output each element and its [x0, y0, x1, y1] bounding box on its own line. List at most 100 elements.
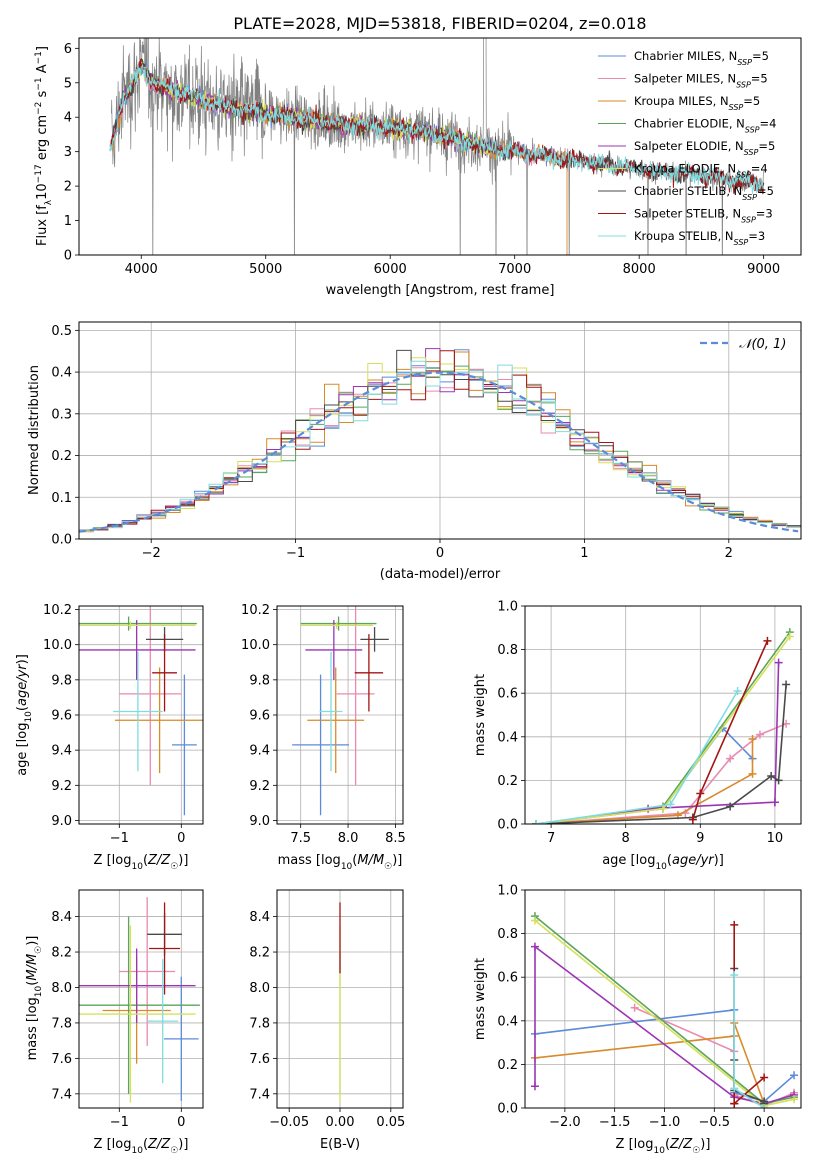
legend-text: Kroupa ELODIE, N [634, 162, 736, 176]
legend-subscript: SSP [741, 215, 756, 224]
errorbar-point [307, 667, 365, 774]
y-tick-label: 9.8 [51, 673, 72, 688]
label-part: 10 [131, 862, 143, 872]
x-tick-label: 7 [547, 831, 555, 846]
legend-text: =5 [751, 72, 768, 86]
mass-weight-series [733, 924, 765, 1106]
label-part: M/M [357, 853, 384, 868]
x-axis-label: Z [log10(Z/Z☉)] [616, 1137, 711, 1156]
point-marker [774, 658, 783, 667]
model-spectrum-kroupa-stelib [109, 64, 765, 194]
y-axis-label: mass weight [473, 958, 488, 1040]
plot-area-residuals [79, 348, 801, 539]
y-tick-label: 0.2 [51, 449, 72, 464]
y-tick-label: 10.2 [43, 603, 72, 618]
mass-weight-series [534, 1022, 765, 1104]
errorbar-point [79, 621, 196, 629]
axes-frame [78, 37, 802, 256]
plot-area-spectrum [109, 38, 765, 255]
point-marker [767, 772, 776, 781]
y-axis-label: age [log10(age/yr)] [15, 654, 34, 776]
x-tick-label: −1.0 [649, 1115, 681, 1130]
axes-mass_weight_vs_Z: −2.0 −1.5 −1.0 −0.5 0.0 0.0 0.2 0.4 0.6 0.8 1.0 Z [… [473, 884, 802, 1156]
point-marker [733, 687, 742, 696]
label-part: )] [714, 853, 724, 868]
y-tick-label: 9.4 [51, 744, 72, 759]
y-tick-label: 9.6 [249, 709, 270, 724]
legend-label: Kroupa ELODIE, NSSP=4 [634, 162, 768, 180]
point-marker [748, 734, 757, 743]
y-tick-label: 3 [64, 145, 72, 160]
x-tick-label: −2.0 [549, 1115, 581, 1130]
x-tick-label: −1.5 [599, 1115, 631, 1130]
x-tick-label: −1 [110, 1115, 129, 1130]
y-tick-label: 5 [64, 76, 72, 91]
mass-weight-series [536, 636, 791, 824]
errorbar-point [79, 916, 200, 1094]
label-part: age/yr [672, 853, 715, 868]
errorbar-point [113, 651, 163, 772]
y-tick-label: 7.6 [51, 1052, 72, 1067]
legend-label: Chabrier MILES, NSSP=5 [634, 49, 769, 67]
y-tick-label: 8.2 [249, 946, 270, 961]
y-tick-label: 0.8 [497, 927, 518, 942]
y-tick-label: 0.8 [497, 643, 518, 658]
point-marker [748, 769, 757, 778]
x-tick-label: 0 [436, 546, 444, 561]
point-marker [790, 1095, 799, 1104]
legend-text: =5 [757, 184, 774, 198]
errorbar-point [149, 902, 181, 995]
point-marker [688, 815, 697, 824]
point-marker [785, 632, 794, 641]
y-tick-label: 2 [64, 180, 72, 195]
x-tick-label: 0.05 [376, 1115, 405, 1130]
errorbar-point [319, 651, 343, 772]
legend-text: Chabrier STELIB, N [634, 184, 742, 198]
point-marker [730, 1084, 739, 1093]
errorbar-point [292, 674, 349, 816]
label-part: age [log [602, 853, 655, 868]
y-tick-label: 0.3 [51, 407, 72, 422]
mass-weight-series [536, 631, 791, 824]
y-tick-label: 0.4 [497, 1014, 518, 1029]
errorbar-point [305, 620, 363, 680]
x-tick-label: 0 [177, 831, 185, 846]
y-axis-label: Flux [fλ10−17 erg cm−2 s−1 A−1] [34, 46, 54, 246]
label-part: ☉ [170, 1146, 178, 1156]
label-part: )] [15, 654, 30, 664]
legend-text: Chabrier ELODIE, N [634, 117, 745, 131]
x-axis-label: Z [log10(Z/Z☉)] [94, 853, 189, 872]
y-axis-label: mass weight [473, 674, 488, 756]
point-marker [666, 800, 675, 809]
x-axis-label: mass [log10(M/M☉)] [278, 853, 403, 872]
label-part: ( [352, 853, 357, 868]
legend-subscript: SSP [737, 58, 752, 67]
x-tick-label: 4000 [125, 262, 158, 277]
point-marker [726, 802, 735, 811]
label-part: 10 [341, 862, 353, 872]
y-tick-label: 0.4 [51, 366, 72, 381]
y-tick-label: 0.6 [497, 687, 518, 702]
point-marker [760, 1104, 769, 1108]
legend-text: Salpeter STELIB, N [634, 207, 741, 221]
y-tick-label: 6 [64, 42, 72, 57]
point-marker [530, 942, 539, 951]
y-tick-label: 8.2 [51, 946, 72, 961]
x-tick-label: 0.00 [326, 1115, 355, 1130]
y-tick-label: 7.6 [249, 1052, 270, 1067]
mass-weight-series [733, 975, 765, 1108]
x-tick-label: 9000 [747, 262, 780, 277]
y-tick-label: 7.4 [51, 1087, 72, 1102]
errorbar-point [300, 621, 373, 629]
y-tick-label: 0.2 [497, 774, 518, 789]
y-tick-label: 10.0 [241, 638, 270, 653]
x-tick-label: 0.0 [754, 1115, 775, 1130]
legend-label: Salpeter ELODIE, NSSP=5 [634, 139, 775, 157]
x-axis-label: E(B-V) [320, 1137, 360, 1152]
label-part: Z [log [94, 853, 132, 868]
x-tick-label: 9 [696, 831, 704, 846]
x-tick-label: −0.05 [269, 1115, 309, 1130]
errorbar-point [119, 606, 182, 786]
y-tick-label: 8.4 [51, 910, 72, 925]
y-tick-label: 10.2 [241, 603, 270, 618]
